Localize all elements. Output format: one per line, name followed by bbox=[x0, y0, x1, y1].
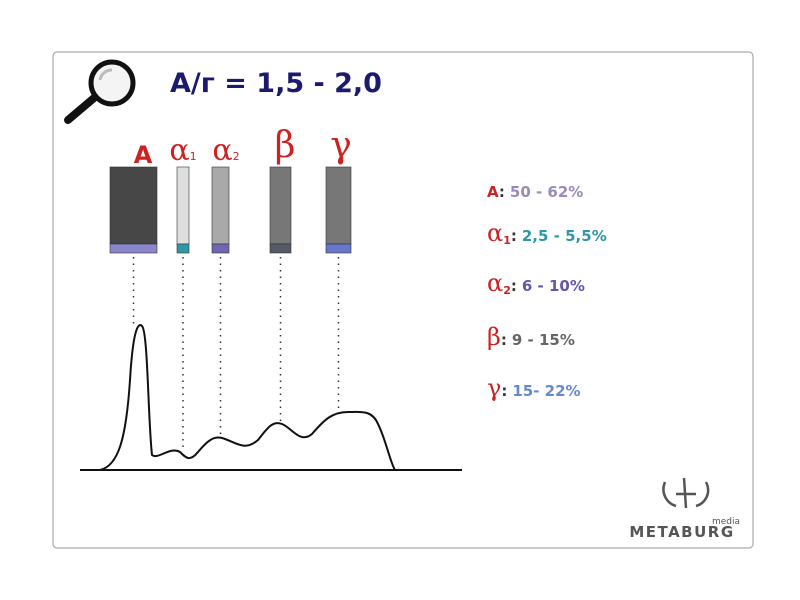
fraction-label: A bbox=[134, 141, 153, 169]
fraction-bar bbox=[176, 166, 190, 245]
fraction-label: γ bbox=[330, 125, 352, 166]
legend-symbol: α bbox=[487, 219, 503, 247]
fraction-symbol: α bbox=[169, 133, 189, 168]
fraction-band bbox=[325, 243, 352, 254]
legend-separator: : bbox=[501, 331, 507, 349]
legend-separator: : bbox=[511, 277, 517, 295]
legend-item: β: 9 - 15% bbox=[487, 323, 575, 351]
fraction-symbol: β bbox=[275, 125, 296, 166]
fraction-index: 1 bbox=[190, 150, 197, 163]
fraction-band bbox=[109, 243, 158, 254]
fraction-bar bbox=[109, 166, 158, 245]
logo-tag: media bbox=[712, 517, 740, 527]
legend-symbol: γ bbox=[487, 374, 501, 402]
legend-item: α1: 2,5 - 5,5% bbox=[487, 219, 607, 247]
legend-separator: : bbox=[501, 382, 507, 400]
fraction-label: β bbox=[275, 125, 296, 166]
fraction-index: 2 bbox=[233, 150, 240, 163]
legend-range: 50 - 62% bbox=[510, 183, 583, 201]
fraction-band bbox=[176, 243, 190, 254]
fraction-bar bbox=[211, 166, 230, 245]
logo-name: METABURG bbox=[629, 523, 734, 541]
frame bbox=[52, 51, 754, 549]
fraction-symbol: γ bbox=[330, 125, 352, 166]
legend-symbol: α bbox=[487, 269, 503, 297]
legend-symbol: β bbox=[487, 323, 501, 351]
legend-separator: : bbox=[499, 183, 505, 201]
logo: media METABURG bbox=[629, 477, 740, 541]
legend-symbol: A bbox=[487, 183, 499, 201]
magnifier-icon bbox=[64, 59, 136, 124]
legend-range: 6 - 10% bbox=[522, 277, 585, 295]
electrophoresis-curve bbox=[80, 324, 462, 471]
legend-separator: : bbox=[511, 227, 517, 245]
legend-index: 2 bbox=[503, 284, 511, 297]
fraction-symbol: A bbox=[134, 141, 153, 169]
fraction-bar bbox=[269, 166, 292, 245]
fraction-band bbox=[211, 243, 230, 254]
fraction-symbol: α bbox=[212, 133, 232, 168]
title: А/г = 1,5 - 2,0 bbox=[170, 68, 382, 99]
legend-range: 2,5 - 5,5% bbox=[522, 227, 607, 245]
legend-range: 9 - 15% bbox=[512, 331, 575, 349]
legend-index: 1 bbox=[503, 234, 511, 247]
fraction-label: α2 bbox=[212, 133, 239, 168]
legend-item: α2: 6 - 10% bbox=[487, 269, 585, 297]
fraction-label: α1 bbox=[169, 133, 196, 168]
legend-range: 15- 22% bbox=[512, 382, 580, 400]
fraction-bar bbox=[325, 166, 352, 245]
legend-item: A: 50 - 62% bbox=[487, 183, 583, 201]
fraction-band bbox=[269, 243, 292, 254]
legend-item: γ: 15- 22% bbox=[487, 374, 581, 402]
